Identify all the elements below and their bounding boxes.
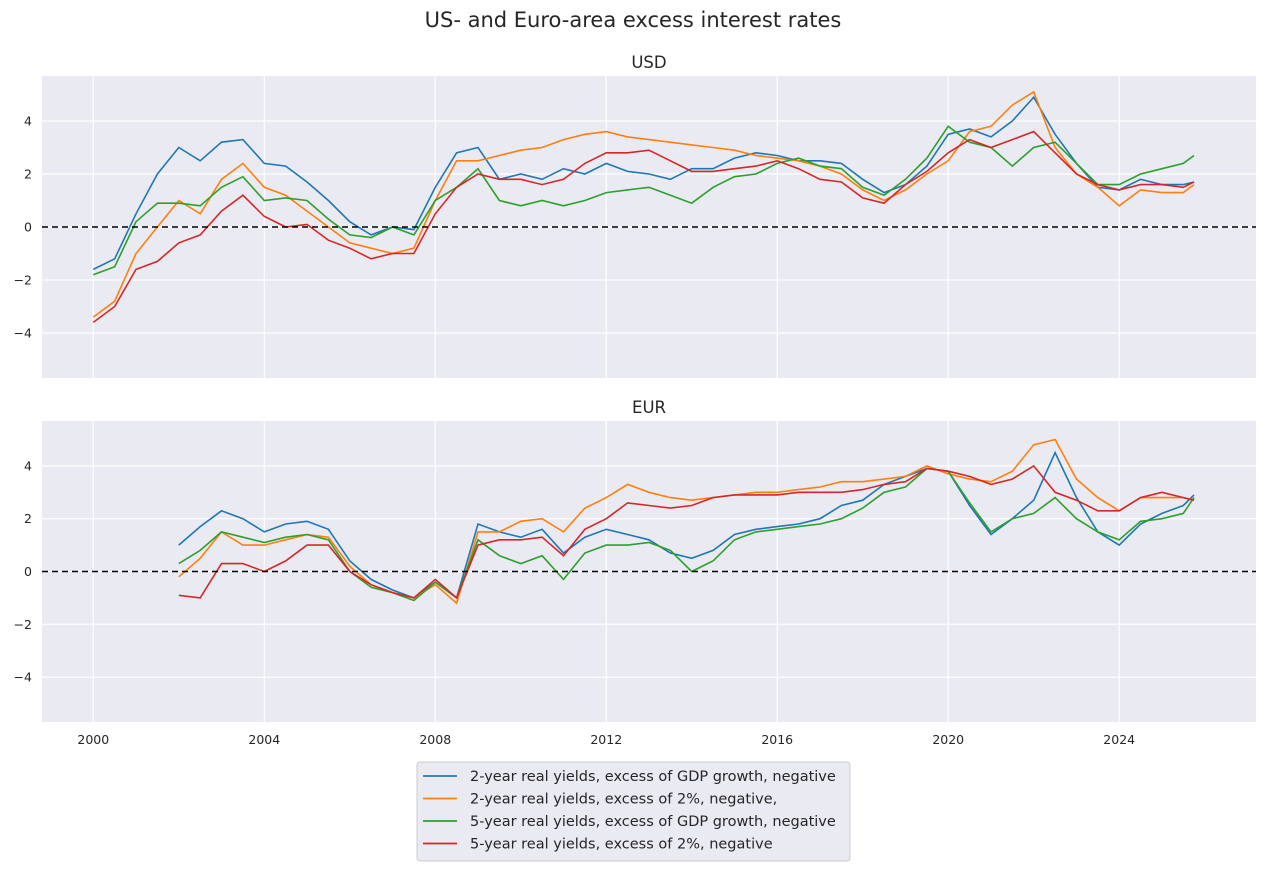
legend-label: 5-year real yields, excess of GDP growth… [470,814,836,830]
series-line-3 [93,125,1195,276]
x-tick-label: 2024 [1103,732,1135,747]
y-tick-label: 0 [24,220,32,235]
panel-title: USD [631,53,666,72]
y-tick-label: −4 [14,670,32,685]
legend-box [416,761,851,862]
y-tick-label: 2 [24,511,32,526]
series-line-2 [92,90,1195,318]
y-tick-label: 4 [24,458,32,473]
series-line-1 [92,95,1195,271]
x-tick-label: 2016 [761,732,793,747]
legend-label: 5-year real yields, excess of 2%, negati… [470,837,773,853]
figure-title: US- and Euro-area excess interest rates [425,8,842,32]
eur-panel: 2000 2004 2008 2012 2016 2020 2024 −4 −2 0 2 4 EUR [14,398,1256,747]
x-tick-label: 2020 [932,732,964,747]
series-line-1 [178,450,1195,600]
x-tick-label: 2008 [419,732,451,747]
y-tick-label: 2 [24,167,32,182]
y-tick-label: −2 [14,617,32,632]
series-line-4 [178,464,1195,600]
legend-label: 2-year real yields, excess of 2%, negati… [470,792,777,808]
legend-label: 2-year real yields, excess of GDP growth… [470,769,836,785]
x-tick-label: 2004 [248,732,280,747]
y-tick-label: −2 [14,272,32,287]
panel-title: EUR [632,398,666,417]
x-tick-label: 2000 [77,732,109,747]
y-tick-label: −4 [14,325,32,340]
x-tick-label: 2012 [590,732,622,747]
y-tick-label: 4 [24,114,32,129]
usd-panel: −4 −2 0 2 4 USD [14,53,1256,378]
series-line-4 [92,130,1195,324]
legend: 2-year real yields, excess of GDP growth… [416,761,851,862]
series-line-2 [178,438,1195,605]
y-tick-label: 0 [24,564,32,579]
